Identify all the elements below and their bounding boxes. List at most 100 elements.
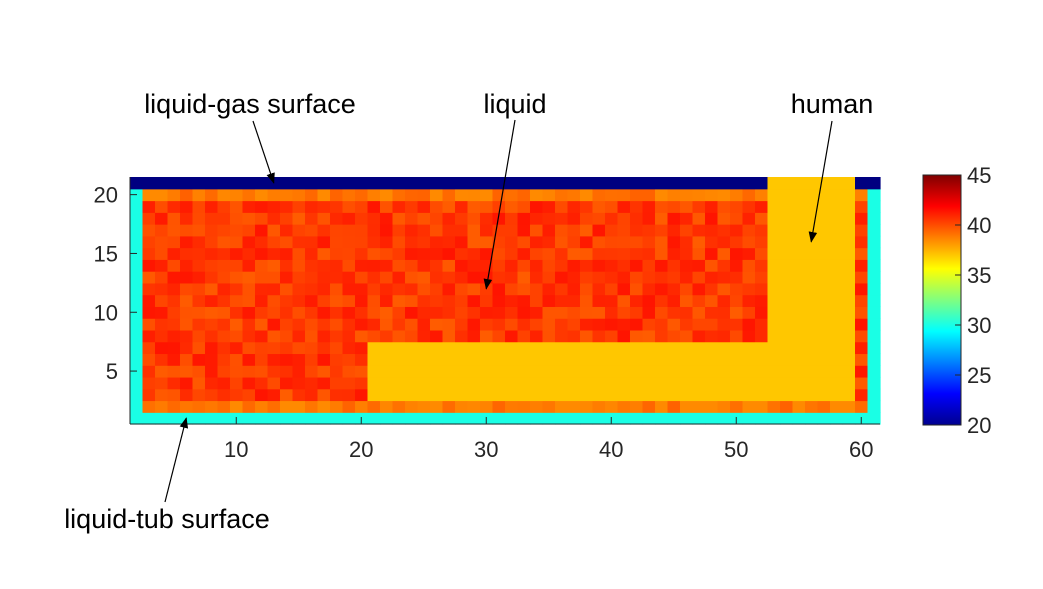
heatmap-cell [192,294,206,307]
heatmap-cell [505,412,519,425]
heatmap-cell [305,200,319,213]
x-tick-label: 10 [224,437,248,462]
heatmap-cell [542,200,556,213]
heatmap-cell [417,212,431,225]
heatmap-cell [355,188,369,202]
heatmap-cell [280,259,294,272]
heatmap-cell [780,341,794,355]
heatmap-cell [367,412,381,425]
heatmap-cell [842,235,856,249]
heatmap-cell [655,247,669,260]
heatmap-cell [267,412,281,425]
heatmap-cell [192,188,206,202]
heatmap-cell [680,318,694,331]
heatmap-cell [130,294,144,307]
heatmap-cell [255,282,269,296]
heatmap-cell [217,294,231,307]
heatmap-cell [380,282,394,296]
heatmap-cell [255,376,269,390]
heatmap-cell [467,177,481,190]
heatmap-cell [867,329,881,343]
heatmap-cell [817,306,831,319]
heatmap-cell [342,188,356,202]
heatmap-cell [330,365,344,378]
heatmap-cell [417,400,431,413]
heatmap-cell [305,388,319,402]
heatmap-cell [205,412,219,425]
heatmap-cell [442,341,456,355]
heatmap-cell [492,177,506,190]
heatmap-cell [755,200,769,213]
heatmap-cell [255,235,269,249]
heatmap-cell [792,318,806,331]
heatmap-cell [630,224,644,237]
heatmap-cell [180,388,194,402]
heatmap-cell [292,329,306,343]
heatmap-cell [305,306,319,319]
heatmap-cell [280,271,294,284]
heatmap-cell [167,306,181,319]
heatmap-cell [367,271,381,284]
heatmap-cell [292,388,306,402]
heatmap-cell [142,306,156,319]
heatmap-cell [380,294,394,307]
heatmap-cell [305,365,319,378]
heatmap-cell [717,388,731,402]
heatmap-cell [417,412,431,425]
heatmap-cell [305,294,319,307]
heatmap-cell [317,224,331,237]
heatmap-cell [792,376,806,390]
heatmap-cell [630,388,644,402]
heatmap-cell [367,329,381,343]
heatmap-cell [342,200,356,213]
heatmap-cell [330,294,344,307]
heatmap-cell [767,224,781,237]
heatmap-cell [155,341,169,355]
heatmap-cell [242,200,256,213]
heatmap-cell [667,271,681,284]
heatmap-cell [630,259,644,272]
heatmap-cell [130,177,144,190]
heatmap-cell [630,376,644,390]
heatmap-cell [767,329,781,343]
heatmap-cell [555,271,569,284]
heatmap-cell [692,294,706,307]
heatmap-cell [317,247,331,260]
heatmap-cell [342,212,356,225]
heatmap-cell [380,224,394,237]
heatmap-cell [305,353,319,366]
heatmap-cell [717,294,731,307]
heatmap-cell [267,353,281,366]
heatmap-cell [492,294,506,307]
heatmap-cell [567,212,581,225]
heatmap-cell [367,259,381,272]
heatmap-cell [630,365,644,378]
heatmap-cell [367,188,381,202]
heatmap-cell [530,388,544,402]
heatmap-cell [417,306,431,319]
heatmap-cell [380,412,394,425]
heatmap-cell [605,376,619,390]
heatmap-cell [692,271,706,284]
heatmap-cell [780,353,794,366]
heatmap-cell [680,224,694,237]
heatmap-cell [317,177,331,190]
heatmap-cell [730,388,744,402]
heatmap-cell [505,271,519,284]
heatmap-cell [517,200,531,213]
heatmap-cell [467,294,481,307]
heatmap-cell [717,282,731,296]
heatmap-cell [717,306,731,319]
heatmap-cell [642,259,656,272]
heatmap-cell [630,353,644,366]
heatmap-cell [717,400,731,413]
heatmap-cell [217,200,231,213]
heatmap-cell [167,200,181,213]
heatmap-cell [705,376,719,390]
heatmap-cell [642,365,656,378]
heatmap-cell [155,271,169,284]
heatmap-cell [592,306,606,319]
heatmap-cell [267,376,281,390]
heatmap-cell [667,235,681,249]
